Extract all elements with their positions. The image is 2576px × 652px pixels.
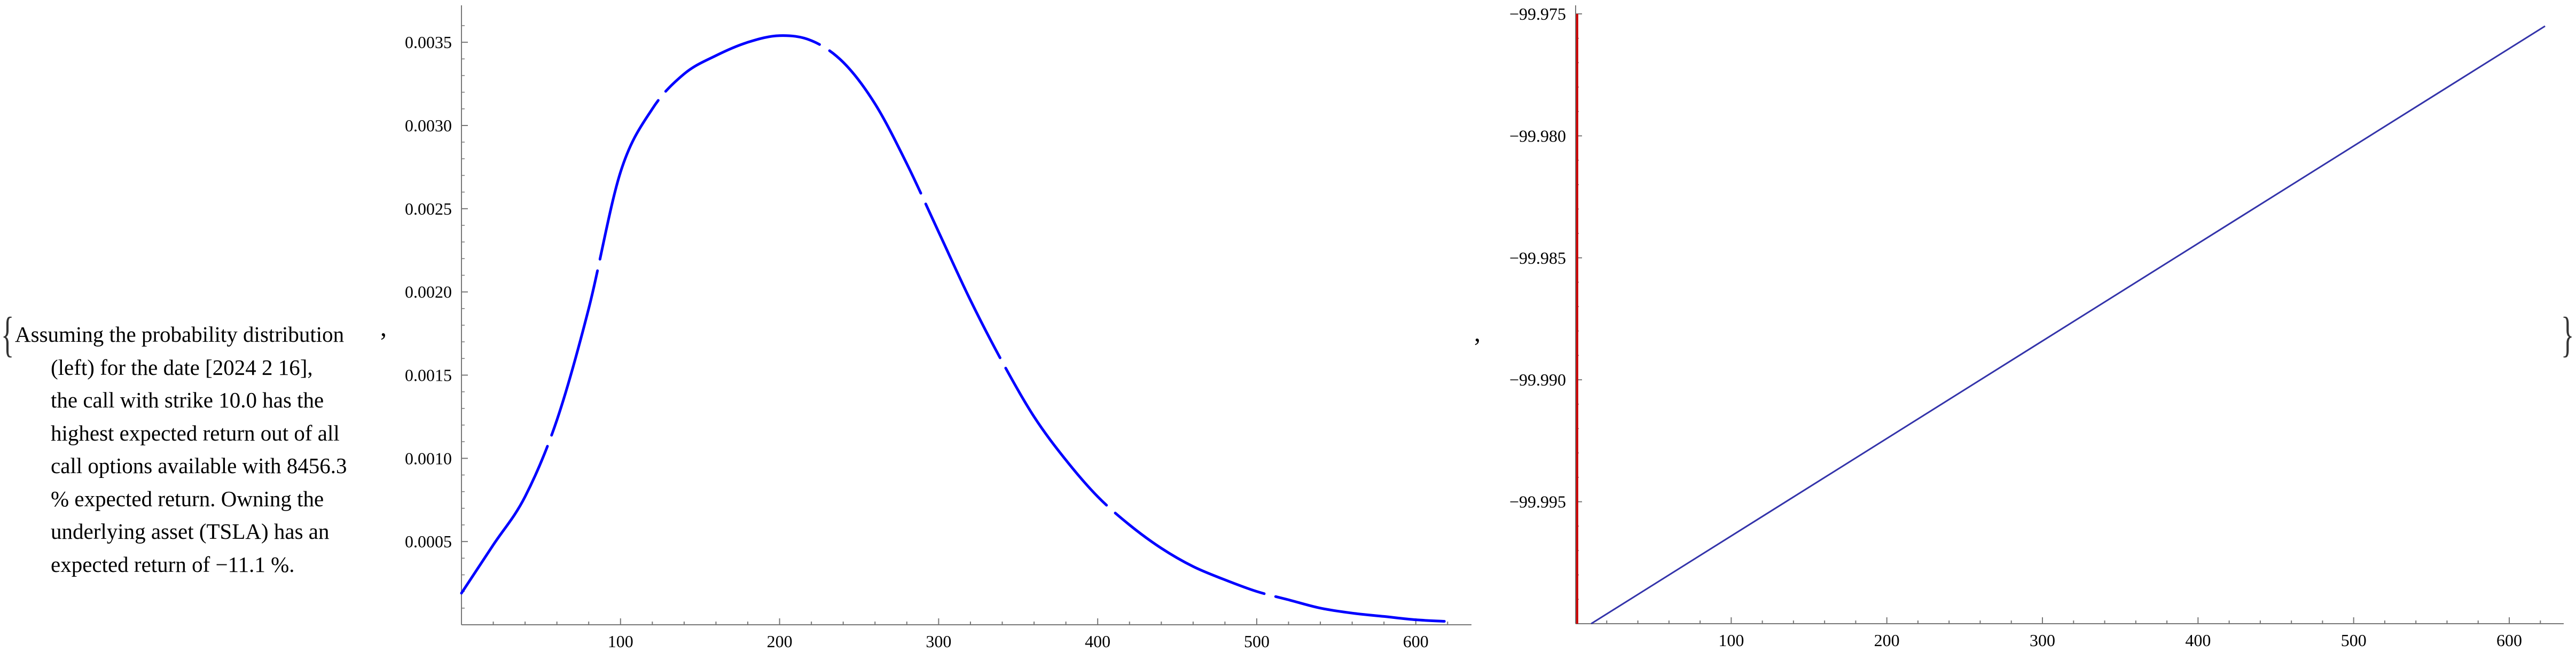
x-tick-label: 300 [926,632,951,651]
y-tick-label: 0.0010 [405,449,452,468]
distribution-curve [460,34,1449,623]
text-line: expected return of −11.1 %. [51,552,295,577]
x-tick-label: 500 [1244,632,1270,651]
y-tick-label: −99.975 [1509,4,1566,23]
y-tick-label: −99.980 [1509,126,1566,145]
x-tick-label: 100 [1718,631,1744,650]
y-tick-label: 0.0030 [405,116,452,135]
text-line: underlying asset (TSLA) has an [51,519,330,544]
x-tick-label: 500 [2341,631,2367,650]
y-tick-label: 0.0015 [405,366,452,385]
y-tick-label: −99.990 [1509,370,1566,389]
text-line: % expected return. Owning the [51,486,324,511]
close-brace: } [2561,307,2574,362]
text-line: Assuming the probability distribution [15,322,344,347]
x-tick-label: 400 [1085,632,1110,651]
y-tick-label: 0.0025 [405,199,452,218]
y-tick-label: 0.0005 [405,532,452,551]
y-tick-label: −99.995 [1509,492,1566,512]
x-tick-label: 100 [608,632,633,651]
list-comma: , [380,313,387,342]
x-tick-label: 300 [2030,631,2055,650]
text-line: (left) for the date [2024 2 16], [51,355,313,380]
y-tick-label: −99.985 [1509,248,1566,268]
open-brace: { [1,307,14,362]
x-tick-label: 600 [1403,632,1429,651]
text-line: highest expected return out of all [51,420,340,445]
x-tick-label: 600 [2496,631,2522,650]
text-line: call options available with 8456.3 [51,453,347,478]
x-tick-label: 200 [1874,631,1900,650]
expected-return-line [1591,25,2546,625]
list-comma: , [1474,319,1481,347]
x-tick-label: 400 [2185,631,2211,650]
x-tick-label: 200 [767,632,793,651]
expected-return-text: Assuming the probability distribution (l… [15,318,378,581]
y-tick-label: 0.0035 [405,33,452,52]
y-tick-label: 0.0020 [405,282,452,302]
text-line: the call with strike 10.0 has the [51,388,324,412]
